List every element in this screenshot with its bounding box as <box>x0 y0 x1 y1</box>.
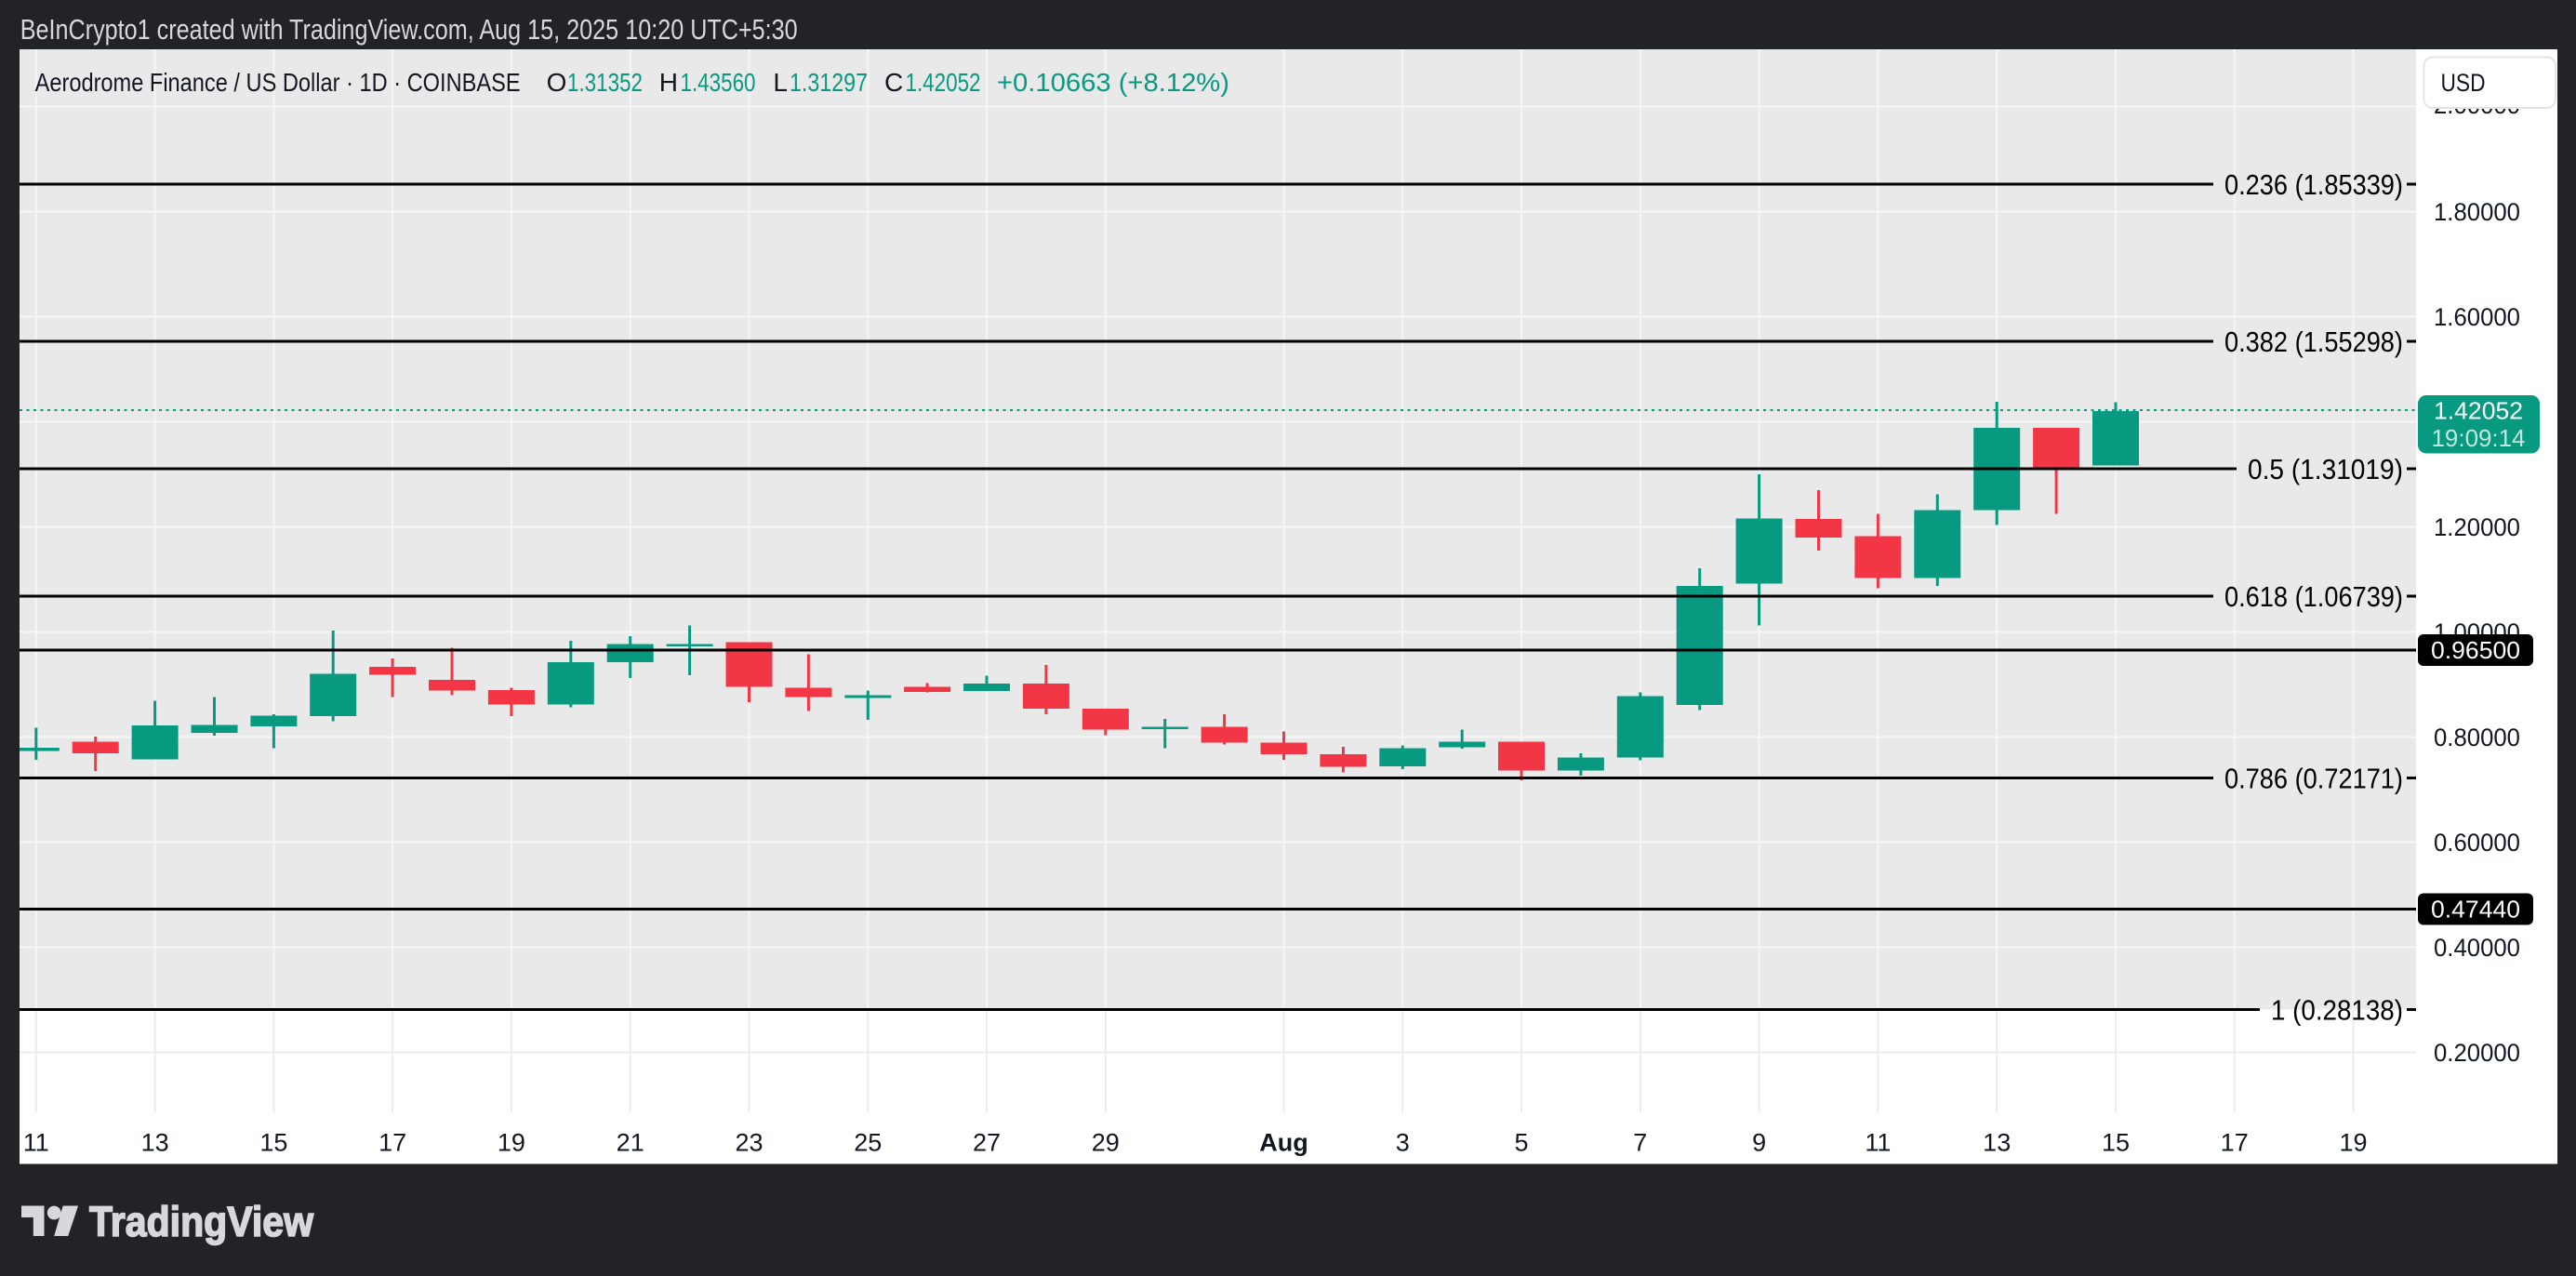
svg-text:27: 27 <box>973 1129 1001 1157</box>
svg-text:Aug: Aug <box>1259 1129 1308 1157</box>
svg-text:1.43560: 1.43560 <box>681 68 756 97</box>
svg-text:29: 29 <box>1092 1129 1120 1157</box>
svg-text:1.42052: 1.42052 <box>906 68 981 97</box>
svg-text:BeInCrypto1 created with Tradi: BeInCrypto1 created with TradingView.com… <box>20 13 798 46</box>
svg-text:15: 15 <box>259 1129 287 1157</box>
svg-text:13: 13 <box>141 1129 169 1157</box>
svg-text:1.31297: 1.31297 <box>790 68 868 97</box>
svg-text:11: 11 <box>1865 1129 1891 1157</box>
svg-text:3: 3 <box>1396 1129 1410 1157</box>
svg-text:0.80000: 0.80000 <box>2434 724 2520 751</box>
svg-text:11: 11 <box>23 1129 49 1157</box>
svg-text:TradingView: TradingView <box>89 1198 314 1245</box>
svg-text:1.80000: 1.80000 <box>2434 198 2520 226</box>
svg-text:0.618 (1.06739): 0.618 (1.06739) <box>2224 580 2403 613</box>
svg-text:1.31352: 1.31352 <box>567 68 643 97</box>
svg-text:0.20000: 0.20000 <box>2434 1039 2520 1067</box>
svg-text:21: 21 <box>617 1129 644 1157</box>
svg-text:9: 9 <box>1752 1129 1766 1157</box>
svg-text:25: 25 <box>854 1129 882 1157</box>
svg-text:17: 17 <box>2221 1129 2249 1157</box>
svg-text:17: 17 <box>378 1129 406 1157</box>
svg-text:0.96500: 0.96500 <box>2431 636 2520 664</box>
svg-text:23: 23 <box>735 1129 763 1157</box>
svg-text:0.236 (1.85339): 0.236 (1.85339) <box>2224 168 2403 201</box>
svg-text:USD: USD <box>2441 69 2486 97</box>
svg-text:1.20000: 1.20000 <box>2434 513 2520 541</box>
svg-text:O: O <box>547 68 567 97</box>
svg-text:1.60000: 1.60000 <box>2434 303 2520 331</box>
svg-text:5: 5 <box>1514 1129 1528 1157</box>
svg-text:15: 15 <box>2102 1129 2130 1157</box>
svg-text:0.40000: 0.40000 <box>2434 934 2520 962</box>
svg-text:Aerodrome Finance / US Dollar: Aerodrome Finance / US Dollar · 1D · COI… <box>35 68 521 97</box>
svg-text:H: H <box>659 68 678 97</box>
svg-text:19: 19 <box>2339 1129 2367 1157</box>
svg-text:0.5 (1.31019): 0.5 (1.31019) <box>2248 453 2403 485</box>
svg-text:19: 19 <box>498 1129 525 1157</box>
svg-text:0.382 (1.55298): 0.382 (1.55298) <box>2224 326 2403 358</box>
svg-text:L: L <box>773 68 788 97</box>
svg-text:1.42052: 1.42052 <box>2434 397 2523 425</box>
svg-text:0.786 (0.72171): 0.786 (0.72171) <box>2224 763 2403 795</box>
svg-text:13: 13 <box>1983 1129 2011 1157</box>
svg-text:7: 7 <box>1633 1129 1647 1157</box>
svg-text:0.47440: 0.47440 <box>2431 896 2520 924</box>
svg-text:C: C <box>884 68 903 97</box>
svg-text:1 (0.28138): 1 (0.28138) <box>2271 994 2403 1027</box>
svg-text:19:09:14: 19:09:14 <box>2432 424 2526 452</box>
svg-text:0.60000: 0.60000 <box>2434 829 2520 857</box>
svg-text:+0.10663 (+8.12%): +0.10663 (+8.12%) <box>997 68 1229 97</box>
